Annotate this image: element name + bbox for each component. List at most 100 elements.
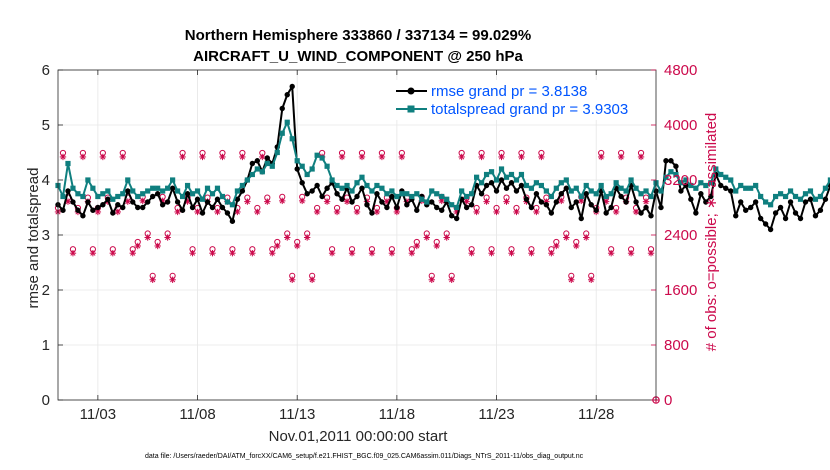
- rmse-series-point: [319, 193, 325, 200]
- obs-assimilated-marker: [612, 208, 620, 216]
- obs-assimilated-marker: [518, 153, 525, 161]
- totalspread-series-point: [389, 188, 395, 194]
- rmse-series-point: [563, 185, 569, 191]
- rmse-series-point: [693, 210, 699, 216]
- totalspread-series-point: [628, 177, 634, 183]
- rmse-series-point: [733, 213, 739, 219]
- totalspread-series-point: [787, 188, 794, 194]
- obs-assimilated-marker: [423, 234, 430, 241]
- rmse-series-point: [105, 196, 111, 202]
- totalspread-series-point: [738, 182, 744, 189]
- rmse-series-point: [573, 199, 579, 205]
- totalspread-series-point: [100, 191, 106, 197]
- totalspread-series-point: [459, 188, 465, 194]
- totalspread-series-point: [349, 188, 355, 194]
- totalspread-series-point: [244, 177, 250, 183]
- rmse-series-point: [618, 193, 624, 200]
- totalspread-series-point: [464, 193, 470, 200]
- obs-assimilated-marker: [448, 276, 455, 283]
- rmse-series-point: [130, 199, 136, 205]
- totalspread-series-point: [299, 163, 305, 169]
- totalspread-series-point: [638, 191, 644, 197]
- rmse-series-point: [578, 215, 584, 222]
- obs-assimilated-marker: [568, 276, 575, 283]
- rmse-series-point: [145, 199, 151, 205]
- totalspread-series-point: [812, 196, 819, 202]
- rmse-series-point: [643, 204, 649, 211]
- totalspread-series-point: [384, 191, 390, 197]
- rmse-series-point: [289, 83, 295, 90]
- rmse-series-point: [503, 185, 510, 191]
- obs-assimilated-marker: [647, 249, 655, 257]
- x-axis-ticks: 11/03 11/08 11/13 11/18 11/23 11/28: [80, 70, 614, 423]
- rmse-series-point: [513, 188, 520, 194]
- rmse-series-point: [488, 180, 495, 186]
- rmse-series-point: [483, 182, 490, 189]
- obs-assimilated-marker: [174, 208, 181, 216]
- totalspread-series-point: [145, 188, 151, 194]
- obs-assimilated-marker: [298, 197, 306, 205]
- totalspread-series-point: [693, 185, 699, 191]
- obs-assimilated-marker: [144, 234, 151, 241]
- rmse-series-point: [777, 204, 784, 211]
- rmse-series-point: [70, 199, 76, 205]
- obs-assimilated-marker: [458, 153, 465, 161]
- totalspread-series-point: [488, 169, 495, 175]
- obs-assimilated-marker: [607, 249, 615, 257]
- rmse-series-point: [533, 191, 540, 197]
- totalspread-series-point: [743, 185, 749, 191]
- totalspread-series-point: [150, 185, 156, 191]
- totalspread-series-point: [658, 188, 664, 194]
- x-axis-label: Nov.01,2011 00:00:00 start: [269, 428, 449, 445]
- totalspread-series-point: [204, 185, 211, 191]
- series-lines: [55, 83, 830, 233]
- chart-title: Northern Hemisphere 333860 / 337134 = 99…: [185, 27, 531, 44]
- rmse-series-point: [633, 199, 639, 205]
- totalspread-series-point: [493, 177, 500, 183]
- totalspread-series-point: [822, 185, 829, 191]
- rmse-series-point: [214, 196, 221, 202]
- obs-assimilated-marker: [169, 276, 176, 283]
- rmse-series-point: [364, 202, 370, 208]
- obs-assimilated-marker: [69, 249, 77, 257]
- totalspread-series-point: [289, 136, 295, 142]
- totalspread-series-point: [115, 193, 121, 200]
- totalspread-series-point: [648, 193, 654, 200]
- obs-assimilated-marker: [428, 276, 435, 283]
- totalspread-series-point: [354, 180, 360, 186]
- totalspread-series-point: [698, 180, 704, 186]
- obs-assimilated-marker: [279, 197, 286, 205]
- rmse-series-point: [224, 210, 231, 216]
- rmse-series-point: [359, 185, 365, 191]
- obs-assimilated-marker: [259, 153, 266, 161]
- rmse-series-point: [149, 193, 156, 200]
- rmse-series-point: [164, 199, 171, 205]
- obs-assimilated-marker: [353, 208, 361, 216]
- obs-assimilated-marker: [468, 249, 475, 257]
- rmse-series-point: [389, 193, 395, 200]
- rmse-series-point: [723, 185, 729, 191]
- obs-assimilated-marker: [508, 249, 515, 257]
- totalspread-series-point: [528, 185, 535, 191]
- totalspread-series-point: [274, 149, 280, 156]
- rmse-series-point: [189, 204, 196, 211]
- rmse-series-point: [324, 185, 330, 191]
- totalspread-series-point: [708, 180, 714, 186]
- totalspread-series-point: [75, 191, 81, 197]
- rmse-series-point: [518, 182, 525, 189]
- rmse-series-point: [100, 202, 106, 208]
- rmse-series-point: [294, 166, 300, 172]
- totalspread-series-point: [623, 188, 629, 194]
- obs-assimilated-marker: [388, 249, 396, 257]
- totalspread-series-point: [503, 174, 510, 180]
- totalspread-series-point: [140, 191, 146, 197]
- obs-assimilated-marker: [189, 249, 196, 257]
- rmse-series-point: [369, 210, 375, 216]
- totalspread-series-point: [643, 188, 649, 194]
- rmse-series-point: [747, 204, 754, 211]
- obs-assimilated-marker: [219, 153, 226, 161]
- rmse-series-point: [498, 177, 505, 183]
- totalspread-series-point: [394, 193, 400, 200]
- rmse-series-point: [603, 210, 609, 216]
